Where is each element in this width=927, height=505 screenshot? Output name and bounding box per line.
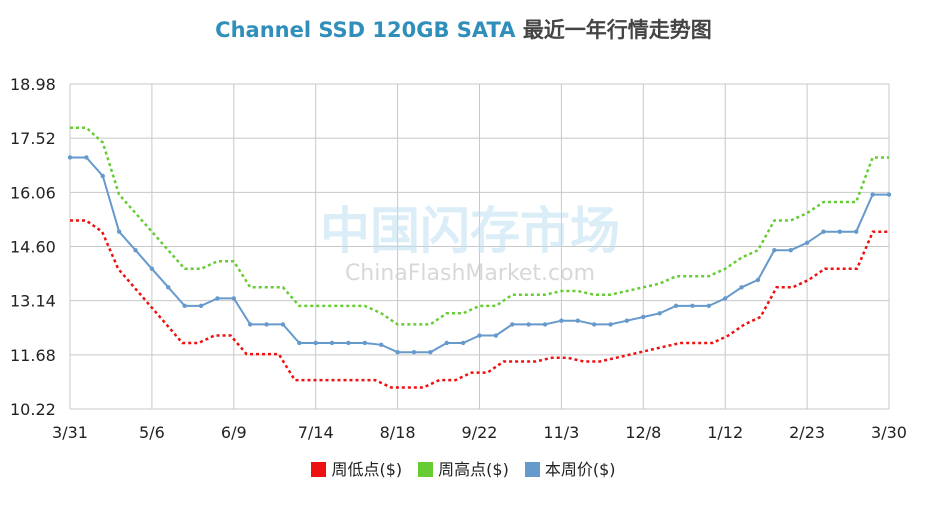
legend-label: 周低点($) (331, 460, 403, 479)
data-point (608, 322, 613, 327)
legend-label: 周高点($) (438, 460, 509, 479)
y-tick-label: 11.68 (10, 346, 56, 365)
data-point (854, 229, 859, 234)
x-tick-label: 9/22 (462, 423, 498, 442)
data-point (723, 296, 728, 301)
data-point (100, 173, 105, 179)
data-point (772, 248, 777, 253)
data-point (428, 350, 433, 355)
data-point (591, 322, 597, 327)
data-point (493, 333, 499, 338)
legend-item[interactable]: 周低点($) (311, 456, 402, 480)
data-point (149, 266, 155, 271)
data-point (116, 229, 122, 234)
data-point (215, 296, 220, 301)
data-point (133, 248, 138, 253)
data-point (264, 322, 269, 327)
data-point (198, 303, 204, 309)
data-point (821, 229, 826, 234)
data-point (280, 322, 286, 327)
data-point (346, 340, 351, 346)
data-point (526, 322, 531, 327)
series-line-0 (70, 219, 889, 389)
data-point (673, 303, 679, 309)
data-point (313, 340, 318, 346)
data-point (460, 340, 466, 346)
data-point (67, 155, 73, 160)
data-point (247, 322, 253, 327)
x-tick-label: 5/6 (139, 423, 165, 442)
x-tick-label: 8/18 (380, 423, 416, 442)
data-point (657, 311, 662, 316)
axis-labels: 18.98 17.52 16.06 14.60 13.14 11.68 10.22 3/31 5… (10, 75, 907, 442)
legend-item[interactable]: 本周价($) (524, 456, 616, 480)
data-point (641, 314, 646, 320)
data-point (297, 340, 302, 346)
chart-grid (69, 83, 890, 410)
y-tick-label: 18.98 (10, 75, 56, 94)
legend-label: 本周价($) (544, 460, 616, 479)
data-point (182, 303, 187, 309)
data-point (379, 342, 384, 348)
x-tick-label: 7/14 (298, 423, 334, 442)
data-point (788, 248, 793, 253)
data-point (542, 322, 548, 327)
data-point (362, 340, 368, 346)
x-tick-label: 12/8 (625, 423, 661, 442)
data-point (624, 318, 630, 323)
data-point (395, 350, 400, 355)
x-tick-label: 6/9 (221, 423, 247, 442)
data-point (477, 333, 482, 338)
x-tick-label: 2/23 (789, 423, 825, 442)
chart-title: Channel SSD 120GB SATA 最近一年行情走势图 (0, 14, 927, 44)
y-tick-label: 17.52 (10, 129, 56, 148)
data-point (690, 303, 695, 309)
series-layer (67, 126, 892, 389)
data-point (706, 303, 712, 309)
x-tick-label: 1/12 (707, 423, 743, 442)
data-point (886, 192, 892, 197)
data-point (231, 296, 236, 301)
y-tick-label: 16.06 (10, 183, 56, 202)
legend-swatch (524, 462, 540, 477)
data-point (837, 229, 843, 234)
data-point (166, 285, 171, 290)
chart-legend: 周低点($) 周高点($) 本周价($) (0, 456, 927, 480)
data-point (411, 350, 417, 355)
x-tick-label: 3/30 (871, 423, 907, 442)
chart-title-product: Channel SSD 120GB SATA (215, 18, 516, 42)
data-point (510, 322, 515, 327)
legend-swatch (311, 462, 327, 477)
data-point (559, 318, 564, 323)
legend-item[interactable]: 周高点($) (418, 456, 509, 480)
data-point (329, 340, 335, 346)
data-point (444, 340, 449, 346)
data-point (739, 285, 744, 290)
x-tick-label: 11/3 (543, 423, 579, 442)
data-point (575, 318, 580, 323)
data-point (804, 240, 810, 245)
y-tick-label: 14.60 (10, 238, 56, 257)
data-point (84, 155, 89, 160)
data-point (755, 277, 761, 283)
data-point (870, 192, 875, 197)
x-tick-label: 3/31 (52, 423, 88, 442)
chart-title-suffix: 最近一年行情走势图 (522, 18, 712, 42)
watermark-en: ChinaFlashMarket.com (345, 261, 595, 286)
y-tick-label: 10.22 (10, 400, 56, 419)
y-tick-label: 13.14 (10, 292, 56, 311)
legend-swatch (418, 462, 434, 477)
watermark: 中国闪存市场 ChinaFlashMarket.com (320, 202, 620, 286)
watermark-cn: 中国闪存市场 (320, 202, 620, 260)
